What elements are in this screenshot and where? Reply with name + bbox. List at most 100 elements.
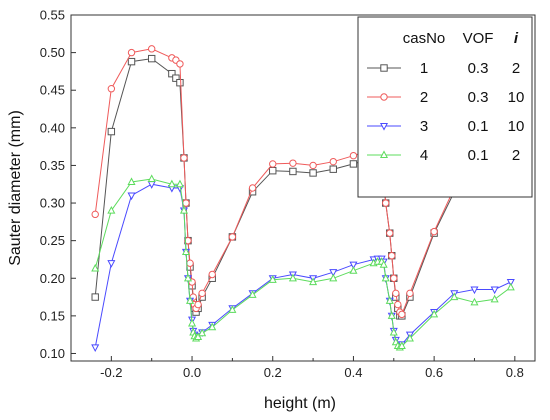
series-4 [91, 174, 515, 351]
data-point [107, 205, 116, 214]
data-point [107, 127, 116, 136]
data-point [194, 332, 203, 340]
legend-cell: 0.3 [468, 60, 489, 77]
y-tick-label: 0.40 [40, 120, 65, 135]
data-point [180, 154, 188, 162]
legend-items: casNo VOF i1 0.3 22 0.3 103 0.1 104 0.1 2 [367, 30, 524, 164]
data-point [392, 289, 400, 298]
data-point [349, 160, 358, 168]
data-point [470, 286, 479, 295]
series-3 [91, 181, 515, 353]
x-axis-label: height (m) [264, 395, 336, 412]
data-point [430, 227, 438, 236]
data-point [349, 261, 358, 270]
data-point [329, 157, 337, 166]
y-tick-label: 0.10 [40, 346, 65, 361]
data-point [329, 165, 337, 173]
x-tick-label: 0.4 [344, 365, 362, 380]
legend-header: i [514, 30, 519, 47]
legend-entry-3: 3 0.1 10 [367, 118, 524, 135]
data-point [91, 344, 100, 353]
data-point [405, 333, 414, 342]
data-point [309, 169, 317, 177]
data-point [172, 74, 180, 82]
data-point [107, 85, 116, 93]
data-point [309, 161, 317, 170]
data-point [188, 318, 197, 327]
legend-cell: 10 [508, 118, 525, 135]
legend-header: VOF [463, 30, 494, 47]
data-point [289, 167, 297, 176]
data-point [183, 273, 193, 282]
data-point [147, 54, 156, 63]
y-tick-label: 0.20 [40, 271, 65, 286]
y-tick-label: 0.50 [40, 45, 65, 60]
data-point [127, 57, 136, 66]
data-point [176, 78, 184, 87]
data-point [168, 69, 176, 78]
data-point [228, 233, 237, 241]
data-point [329, 273, 338, 282]
data-point [386, 229, 394, 237]
data-point [194, 300, 202, 309]
data-point [184, 236, 192, 245]
legend-entry-2: 2 0.3 10 [367, 89, 524, 106]
data-point [388, 251, 396, 260]
data-point [394, 300, 402, 309]
legend: casNo VOF i1 0.3 22 0.3 103 0.1 104 0.1 2 [357, 16, 533, 198]
data-point [186, 259, 194, 267]
legend-marker [379, 122, 389, 131]
legend-box [357, 16, 533, 198]
data-point [182, 199, 190, 207]
data-point [382, 199, 390, 207]
data-point [147, 174, 156, 183]
data-point [379, 260, 388, 268]
data-point [91, 293, 99, 301]
legend-cell: 0.3 [468, 89, 489, 106]
data-point [506, 282, 515, 291]
x-tick-label: 0.0 [183, 365, 201, 380]
data-point [167, 179, 176, 188]
data-point [387, 311, 396, 319]
data-point [506, 278, 515, 287]
legend-cell: 10 [508, 89, 525, 106]
data-point [309, 277, 318, 286]
data-point [127, 48, 136, 57]
data-point [349, 151, 358, 160]
y-tick-label: 0.25 [40, 233, 65, 248]
ticks-layer: -0.2 0.0 0.2 0.4 0.6 0.8 0.10 0.15 0.20 0.25 0.30 0… [40, 8, 524, 381]
data-point [349, 266, 358, 274]
data-point [175, 179, 184, 188]
data-point [289, 159, 297, 167]
data-point [198, 328, 207, 337]
data-point [127, 177, 136, 186]
data-point [269, 160, 277, 168]
data-point [389, 327, 398, 336]
series-line [94, 183, 512, 348]
y-tick-label: 0.30 [40, 196, 65, 211]
legend-cell: 0.1 [468, 118, 489, 135]
plot-frame [70, 14, 536, 362]
data-point [147, 45, 156, 53]
legend-marker [379, 150, 389, 159]
y-tick-label: 0.55 [40, 8, 65, 23]
legend-header: casNo [403, 30, 446, 47]
data-point [397, 341, 406, 350]
legend-entry-4: 4 0.1 2 [367, 147, 520, 164]
y-tick-label: 0.35 [40, 158, 65, 173]
data-point [91, 263, 100, 272]
data-point [390, 274, 398, 282]
data-point [198, 289, 206, 298]
data-point [430, 309, 439, 318]
data-point [127, 192, 136, 201]
legend-cell: 2 [420, 89, 428, 106]
legend-marker [380, 64, 388, 72]
y-axis-label: Sauter diameter (mm) [7, 110, 24, 266]
data-point [385, 296, 394, 304]
data-point [470, 297, 479, 306]
data-point [329, 269, 338, 277]
data-point [176, 60, 184, 68]
data-point [269, 167, 277, 175]
legend-cell: 2 [512, 60, 520, 77]
